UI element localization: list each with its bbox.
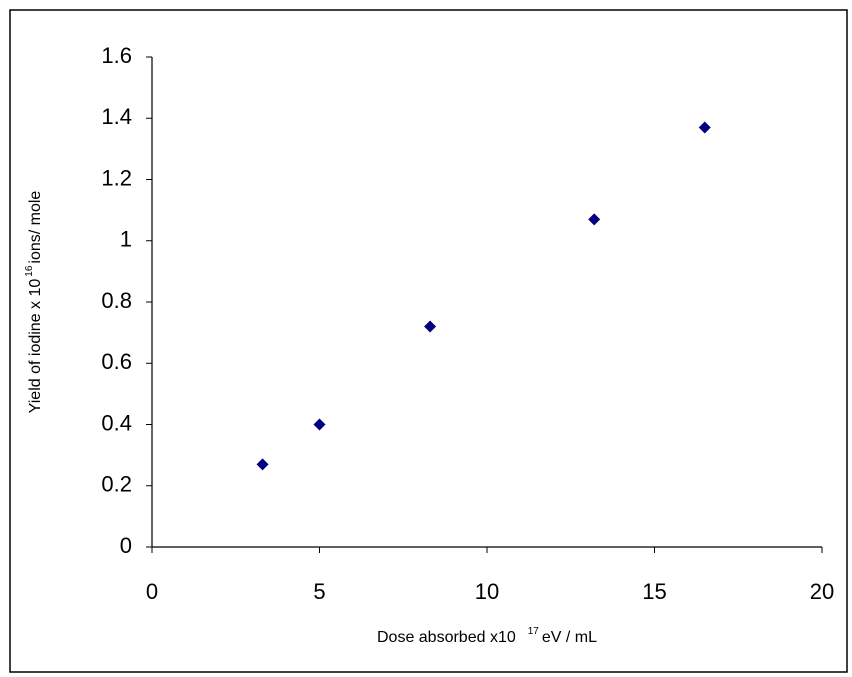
y-tick-label: 1.4 [101,104,132,129]
y-tick-label: 0.4 [101,410,132,435]
y-label-sup: 16 [24,265,35,277]
x-tick-label: 5 [313,579,325,604]
x-tick-label: 15 [642,579,666,604]
x-tick-label: 10 [475,579,499,604]
x-tick-label: 20 [810,579,834,604]
y-axis-label: Yield of iodine x 10 16ions/ mole [24,191,44,414]
data-point [313,418,326,431]
data-point [424,320,437,333]
y-tick-label: 1 [120,227,132,252]
y-label-text: Yield of iodine x 10 [27,279,44,414]
y-tick-label: 0.8 [101,288,132,313]
chart-border [9,9,848,673]
x-axis-label: Dose absorbed x10 17 eV / mL [377,626,597,646]
data-point [698,121,711,134]
x-label-text: Dose absorbed x10 [377,629,516,646]
y-tick-label: 0.6 [101,349,132,374]
y-tick-label: 0.2 [101,472,132,497]
y-tick-label: 0 [120,533,132,558]
x-label-sup: 17 [528,626,540,637]
y-tick-label: 1.2 [101,165,132,190]
data-point [256,458,269,471]
x-label-suffix: eV / mL [542,629,597,646]
x-tick-label: 0 [146,579,158,604]
y-label-suffix: ions/ mole [27,191,44,264]
y-tick-label: 1.6 [101,43,132,68]
data-point [588,213,601,226]
